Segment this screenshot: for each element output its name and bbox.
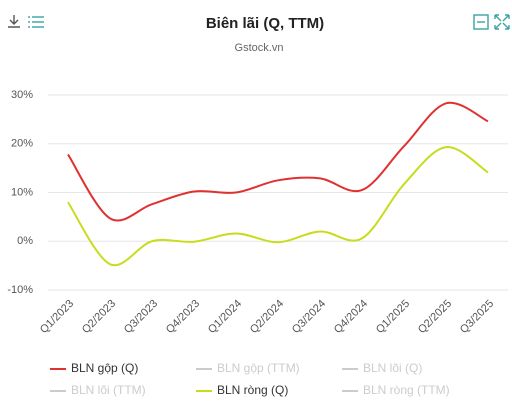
x-tick-label: Q3/2024 [290,298,328,336]
x-tick-label: Q4/2023 [164,298,202,336]
series-line [67,146,489,267]
y-tick-label: 10% [11,186,33,198]
x-tick-label: Q1/2025 [374,298,412,336]
x-tick-label: Q2/2024 [248,298,286,336]
x-tick-label: Q3/2023 [122,298,160,336]
y-tick-label: 20% [11,138,33,150]
y-tick-label: 30% [11,89,33,101]
legend-label[interactable]: BLN gộp (TTM) [217,361,300,375]
chart-subtitle: Gstock.vn [235,42,284,54]
x-tick-label: Q1/2023 [38,298,76,336]
y-tick-label: 0% [17,235,33,247]
x-tick-label: Q1/2024 [206,298,244,336]
x-tick-label: Q2/2025 [416,298,454,336]
menu-icon[interactable] [28,16,44,28]
legend-label[interactable]: BLN gộp (Q) [71,361,138,375]
series-line [67,101,489,222]
chart-title: Biên lãi (Q, TTM) [206,15,324,32]
y-tick-label: -10% [7,284,33,296]
legend-label[interactable]: BLN lõi (Q) [363,361,422,375]
x-tick-label: Q3/2025 [458,298,496,336]
legend-label[interactable]: BLN ròng (Q) [217,383,288,397]
fullscreen-icon[interactable] [494,14,510,30]
zoom-icon[interactable] [473,14,489,30]
x-tick-label: Q4/2024 [332,298,370,336]
download-icon[interactable] [8,15,20,28]
legend-label[interactable]: BLN lõi (TTM) [71,383,146,397]
legend-label[interactable]: BLN ròng (TTM) [363,383,450,397]
x-tick-label: Q2/2023 [80,298,118,336]
